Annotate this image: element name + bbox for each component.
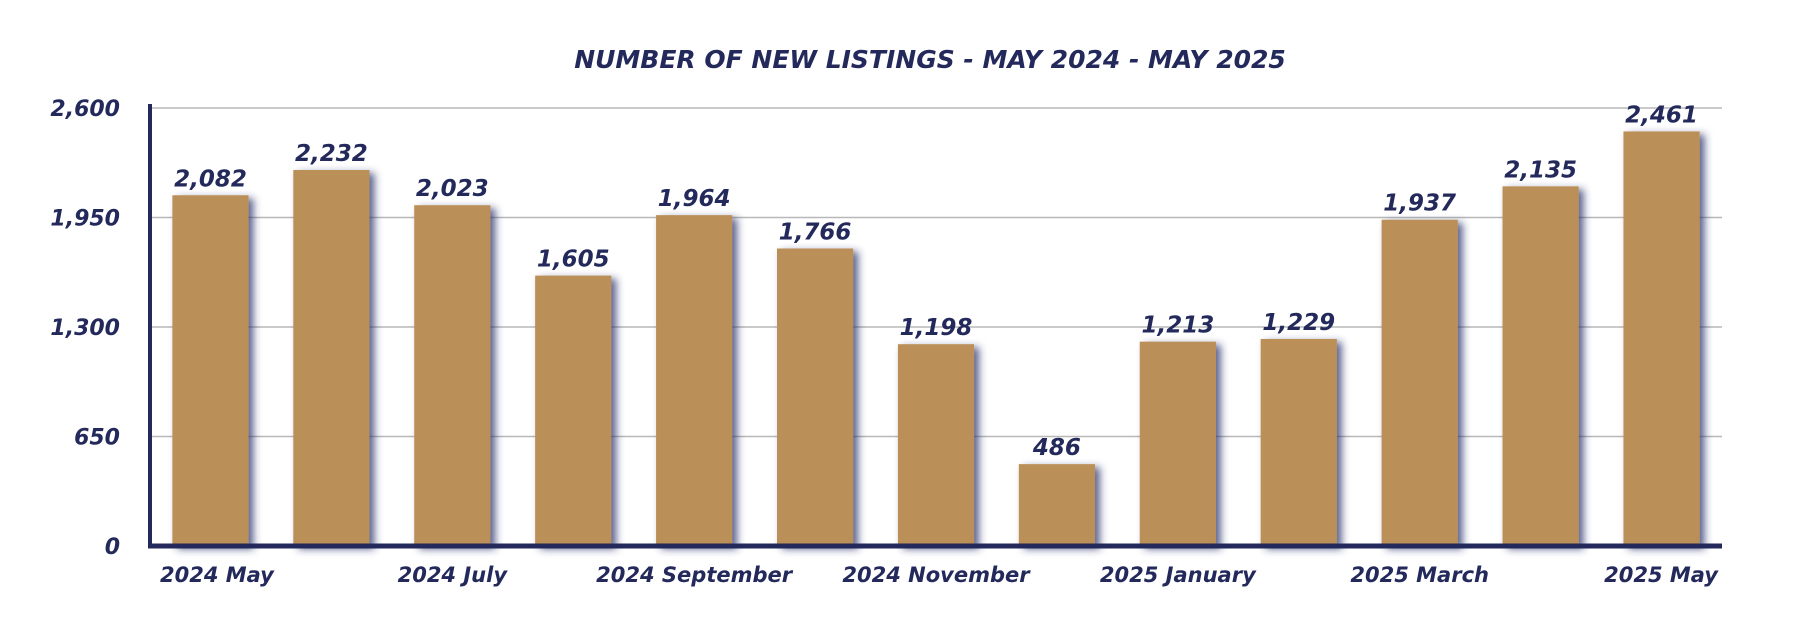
- y-tick-label: 650: [74, 426, 120, 451]
- bar: [1139, 341, 1216, 546]
- data-label: 2,082: [174, 166, 247, 192]
- data-label: 2,135: [1504, 157, 1577, 183]
- bar: [535, 275, 612, 546]
- y-tick-label: 0: [105, 535, 120, 560]
- bar: [1260, 338, 1337, 546]
- x-tick-label: 2024 July: [398, 563, 509, 587]
- bar: [414, 205, 491, 546]
- bar: [776, 248, 854, 546]
- data-label: 1,605: [537, 247, 610, 273]
- x-tick-label: 2025 March: [1350, 563, 1489, 587]
- y-tick-label: 1,300: [50, 316, 120, 341]
- bar: [656, 215, 733, 546]
- data-label: 1,937: [1383, 191, 1456, 217]
- data-labels: 2,082 2,232 2,023 1,605 1,964 1,766 1,198 486 1,…: [174, 102, 1698, 461]
- bars: [172, 131, 1700, 547]
- chart-title: NUMBER OF NEW LISTINGS - MAY 2024 - MAY …: [574, 45, 1286, 74]
- bar: [1623, 131, 1700, 547]
- bar: [172, 195, 249, 547]
- bar: [293, 169, 370, 547]
- bar: [1381, 219, 1458, 546]
- y-tick-label: 1,950: [50, 207, 120, 232]
- data-label: 1,229: [1262, 310, 1335, 336]
- data-label: 1,766: [779, 219, 852, 245]
- x-tick-label: 2024 September: [596, 563, 794, 587]
- x-tick-label: 2025 January: [1100, 563, 1257, 587]
- x-tick-label: 2024 May: [160, 563, 275, 587]
- x-tick-label: 2024 November: [842, 563, 1031, 587]
- x-tick-label: 2025 May: [1604, 563, 1719, 587]
- data-label: 486: [1032, 435, 1081, 461]
- data-label: 1,198: [900, 315, 973, 341]
- data-label: 1,213: [1141, 313, 1214, 339]
- data-label: 2,232: [295, 141, 368, 167]
- data-label: 2,461: [1625, 102, 1698, 128]
- y-tick-label: 2,600: [50, 97, 120, 122]
- data-label: 1,964: [658, 186, 731, 212]
- bar: [1018, 464, 1096, 546]
- data-label: 2,023: [416, 176, 489, 202]
- bar: [1502, 186, 1579, 547]
- bar: [897, 344, 975, 546]
- axes: 0 650 1,300 1,950 2,600 2024 May 2024 July 2024…: [50, 97, 1722, 587]
